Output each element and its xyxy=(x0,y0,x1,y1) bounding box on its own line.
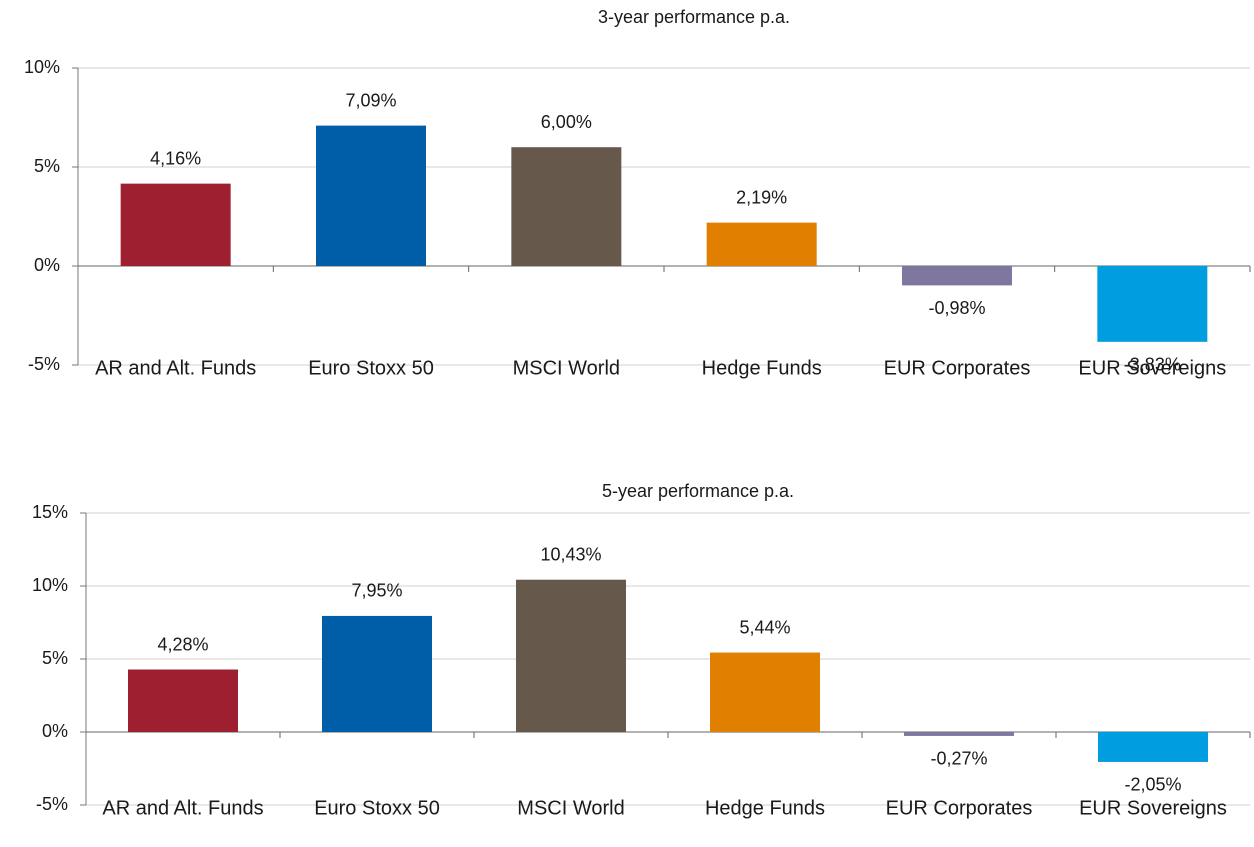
bar xyxy=(1097,266,1208,342)
chart-title: 3-year performance p.a. xyxy=(598,7,790,27)
x-tick-label: MSCI World xyxy=(513,357,620,379)
x-tick-label: EUR Sovereigns xyxy=(1078,357,1226,379)
x-tick-label: EUR Corporates xyxy=(886,797,1033,819)
chart-title: 5-year performance p.a. xyxy=(602,481,794,501)
bar xyxy=(511,147,622,266)
value-label: 5,44% xyxy=(739,617,790,637)
y-tick-label: 0% xyxy=(42,721,68,741)
x-tick-label: Euro Stoxx 50 xyxy=(308,357,434,379)
value-label: 10,43% xyxy=(540,544,601,564)
y-tick-label: -5% xyxy=(36,794,68,814)
bar xyxy=(710,652,820,732)
x-tick-label: Hedge Funds xyxy=(702,357,822,379)
value-label: 2,19% xyxy=(736,187,787,207)
value-label: 4,16% xyxy=(150,148,201,168)
y-tick-label: 5% xyxy=(34,156,60,176)
value-label: 7,95% xyxy=(351,581,402,601)
value-label: 7,09% xyxy=(345,90,396,110)
bar xyxy=(706,222,817,266)
value-label: -2,05% xyxy=(1124,775,1181,795)
value-label: 4,28% xyxy=(157,634,208,654)
x-tick-label: AR and Alt. Funds xyxy=(95,357,256,379)
bar xyxy=(322,615,432,732)
y-tick-label: 10% xyxy=(24,57,60,77)
x-tick-label: AR and Alt. Funds xyxy=(102,797,263,819)
y-tick-label: 5% xyxy=(42,648,68,668)
x-tick-label: Euro Stoxx 50 xyxy=(314,797,440,819)
bar xyxy=(128,669,238,732)
y-tick-label: -5% xyxy=(28,354,60,374)
x-tick-label: EUR Sovereigns xyxy=(1079,797,1227,819)
x-tick-label: EUR Corporates xyxy=(884,357,1031,379)
bar xyxy=(516,579,626,732)
y-tick-label: 15% xyxy=(32,502,68,522)
value-label: -0,27% xyxy=(930,749,987,769)
value-label: -3,83% xyxy=(1124,355,1181,375)
x-tick-label: MSCI World xyxy=(517,797,624,819)
bar xyxy=(120,183,231,266)
value-label: 6,00% xyxy=(541,112,592,132)
value-label: -0,98% xyxy=(928,298,985,318)
y-tick-label: 0% xyxy=(34,255,60,275)
bar xyxy=(902,266,1012,286)
y-tick-label: 10% xyxy=(32,575,68,595)
x-tick-label: Hedge Funds xyxy=(705,797,825,819)
bar xyxy=(904,732,1014,736)
bar xyxy=(1098,732,1208,762)
bar xyxy=(316,125,426,266)
